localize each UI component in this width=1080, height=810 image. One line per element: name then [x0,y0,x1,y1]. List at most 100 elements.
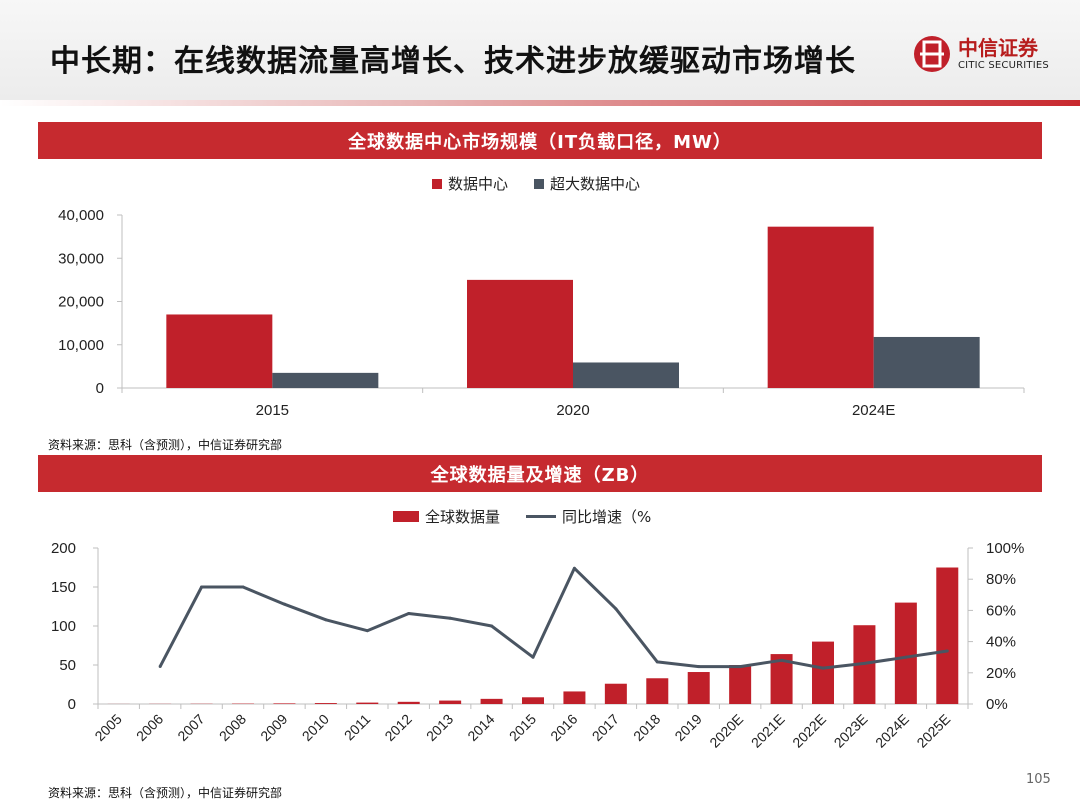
chart2-growth-point [490,624,494,628]
header-band [0,0,1080,100]
chart2-x-tick-label: 2020E [706,711,746,751]
chart2-growth-point [448,616,452,620]
chart2-growth-line [158,566,948,670]
chart2-growth-point [862,661,866,665]
chart2-x-tick-label: 2022E [789,711,829,751]
chart2-growth-point [945,649,949,653]
chart1-legend-item-dc: 数据中心 [432,173,508,194]
chart1-legend-swatch-hyper [534,178,545,189]
chart1-bar-dc [767,226,874,388]
chart2-x-tick-label: 2011 [341,711,374,744]
chart2-x-tick-label: 2019 [671,711,704,744]
chart1-title-banner: 全球数据中心市场规模（IT负载口径，MW） [38,122,1042,159]
chart2-growth-point [780,658,784,662]
chart2-bar-volume [646,678,669,704]
chart2-x-tick-label: 2025E [913,711,953,751]
chart2-left-tick-label: 100 [51,618,76,635]
chart1-y-tick-label: 40,000 [58,207,104,224]
page-number: 105 [1026,772,1051,787]
chart2-x-tick-label: 2006 [133,711,166,744]
chart2-x-tick-label: 2010 [299,711,332,744]
chart2-bar-volume [812,641,834,704]
chart2-left-tick-label: 150 [51,579,76,596]
chart2-legend: 全球数据量 同比增速（% [393,506,677,527]
chart2-x-tick-label: 2018 [630,711,663,744]
chart1-y-tick-label: 10,000 [58,337,104,354]
chart1-legend-swatch-dc [432,178,442,189]
chart2-x-tick-label: 2021E [748,711,788,751]
chart2-x-tick-label: 2024E [872,711,912,751]
chart2-x-tick-label: 2008 [216,711,249,744]
chart2-right-tick-label: 20% [986,665,1016,682]
chart2-x-tick-label: 2014 [464,711,497,744]
chart1-bar-hyper [272,372,379,388]
chart2-growth-point [282,602,286,606]
chart1-y-tick-label: 20,000 [58,294,104,311]
chart2-growth-point [821,666,825,670]
chart2-growth-point [407,612,411,616]
chart2-bar-volume [770,654,793,704]
chart2-bar-volume [936,567,959,704]
chart1-bar-dc [467,279,573,388]
chart2-growth-point [241,585,245,589]
chart2-right-tick-label: 100% [986,540,1024,557]
chart1-bar-hyper [873,336,980,388]
chart1-x-tick-label: 2020 [556,402,589,419]
chart2-right-tick-label: 60% [986,602,1016,619]
chart2-source: 资料来源：思科（含预测），中信证券研究部 [48,786,283,800]
chart2-bar-volume [439,700,462,704]
chart2-growth-point [572,566,576,570]
chart2-bar-volume [480,698,503,704]
chart2-bar-volume [273,703,296,704]
chart1-x-tick-label: 2024E [852,402,895,419]
chart2-x-tick-label: 2007 [174,711,207,744]
chart2-growth-point [904,655,908,659]
chart2-x-tick-label: 2009 [257,711,290,744]
chart2-growth-point [365,629,369,633]
chart2-legend-item-volume: 全球数据量 [393,506,500,527]
chart2-bar-volume [314,703,337,704]
chart2-right-tick-label: 40% [986,634,1016,651]
chart2-left-tick-label: 50 [59,657,76,674]
chart2-bar-volume [604,683,627,704]
chart2-legend-label-volume: 全球数据量 [425,508,501,526]
chart2-legend-swatch-volume [393,511,419,522]
chart2-growth-point [738,665,742,669]
chart1-legend-label-dc: 数据中心 [448,175,509,193]
chart2-bar-volume [687,672,710,704]
chart1-y-tick-label: 30,000 [58,250,104,267]
chart2-x-tick-label: 2016 [547,711,580,744]
chart2-right-tick-label: 80% [986,571,1016,588]
chart2-growth-point [324,618,328,622]
chart2-bar-volume [563,691,586,704]
header-divider [0,100,1080,106]
chart2-bar-volume [397,701,420,704]
chart2-growth-point [158,665,162,669]
chart2-legend-item-growth: 同比增速（% [526,506,651,527]
chart1-legend: 数据中心 超大数据中心 [432,173,666,194]
chart2-x-tick-label: 2005 [91,711,124,744]
chart2-bar-volume [522,697,544,704]
logo-chinese-name: 中信证券 [958,36,1038,60]
chart1-svg: 0 10,000 20,000 30,000 40,000 2015 2020 2024E [58,207,1025,419]
chart2-growth-point [655,660,659,664]
chart2-bar-volume [894,602,917,704]
citic-logo-icon [914,36,950,72]
chart2-right-tick-label: 0% [986,696,1008,713]
chart1-source: 资料来源：思科（含预测），中信证券研究部 [48,438,283,452]
chart2-bar-volume [356,702,379,704]
company-logo: 中信证券 CITIC SECURITIES [902,30,1072,80]
chart1-y-tick-label: 0 [96,380,104,397]
chart2-legend-swatch-growth [526,515,557,518]
chart2-x-tick-label: 2017 [589,711,622,744]
chart2-left-tick-label: 0 [68,696,76,713]
chart2-growth-point [697,665,701,669]
logo-english-name: CITIC SECURITIES [958,60,1049,71]
chart2-growth-point [531,655,535,659]
chart1-bar-dc [166,314,273,388]
page-title: 中长期：在线数据流量高增长、技术进步放缓驱动市场增长 [50,44,856,79]
chart2-bar-volume [729,665,752,704]
chart2-x-tick-label: 2015 [506,711,539,744]
chart1-legend-item-hyper: 超大数据中心 [534,173,640,194]
